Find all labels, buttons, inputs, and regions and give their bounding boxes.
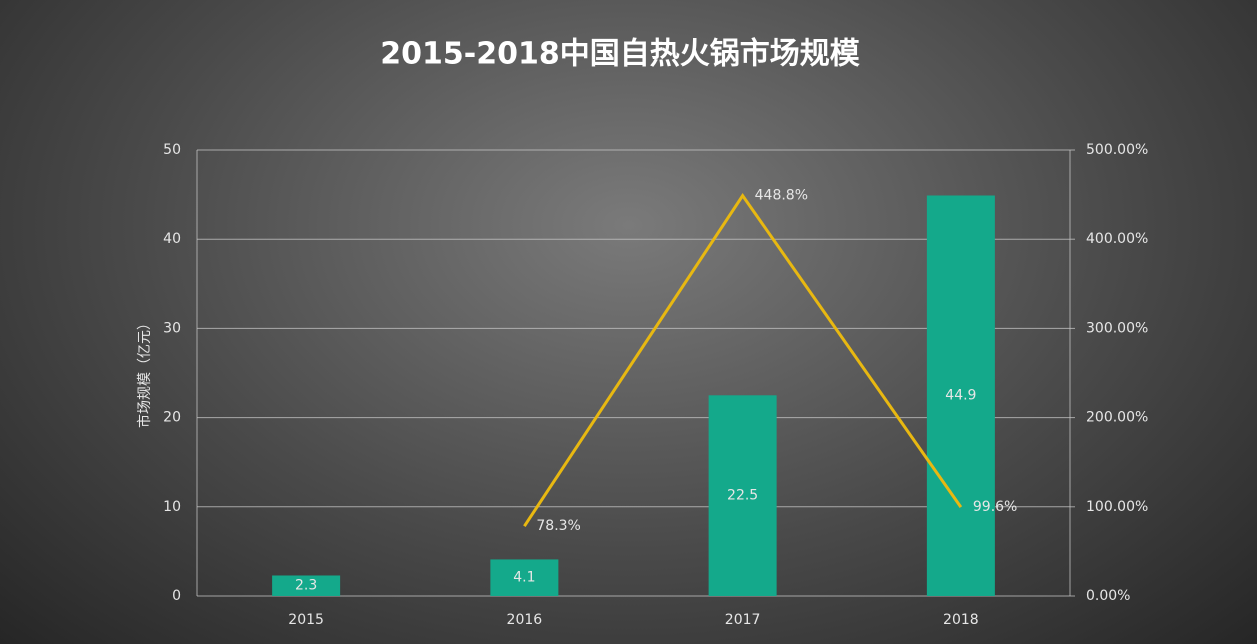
line bbox=[523, 193, 963, 527]
y-tick-label: 50 bbox=[163, 142, 181, 158]
y2-tick-label: 400.00% bbox=[1086, 231, 1148, 247]
x-tick-label: 2016 bbox=[507, 612, 543, 628]
x-tick-label: 2018 bbox=[943, 612, 979, 628]
bar bbox=[708, 395, 777, 596]
chart-title: 2015-2018中国自热火锅市场规模 bbox=[380, 37, 859, 72]
y2-tick-label: 500.00% bbox=[1086, 142, 1148, 158]
bar-value-label: 4.1 bbox=[513, 570, 535, 586]
y-tick-label: 20 bbox=[163, 410, 181, 426]
x-tick-label: 2015 bbox=[288, 612, 324, 628]
line-value-label: 78.3% bbox=[536, 518, 580, 534]
y2-tick-label: 0.00% bbox=[1086, 588, 1130, 604]
y-tick-label: 40 bbox=[163, 231, 181, 247]
bar-value-label: 2.3 bbox=[295, 578, 317, 594]
y-tick-label: 30 bbox=[163, 320, 181, 336]
y2-tick-label: 200.00% bbox=[1086, 410, 1148, 426]
y-tick-label: 10 bbox=[163, 499, 181, 515]
line-value-label: 448.8% bbox=[755, 188, 808, 204]
bar-value-label: 44.9 bbox=[945, 388, 976, 404]
bar bbox=[926, 195, 995, 596]
x-tick-label: 2017 bbox=[725, 612, 761, 628]
y2-tick-label: 300.00% bbox=[1086, 320, 1148, 336]
bar bbox=[272, 575, 341, 596]
y-tick-label: 0 bbox=[172, 588, 181, 604]
line-value-label: 99.6% bbox=[973, 499, 1017, 515]
bar bbox=[490, 559, 559, 596]
y2-tick-label: 100.00% bbox=[1086, 499, 1148, 515]
bar-value-label: 22.5 bbox=[727, 488, 758, 504]
y-axis-label: 市场规模（亿元） bbox=[136, 316, 153, 428]
